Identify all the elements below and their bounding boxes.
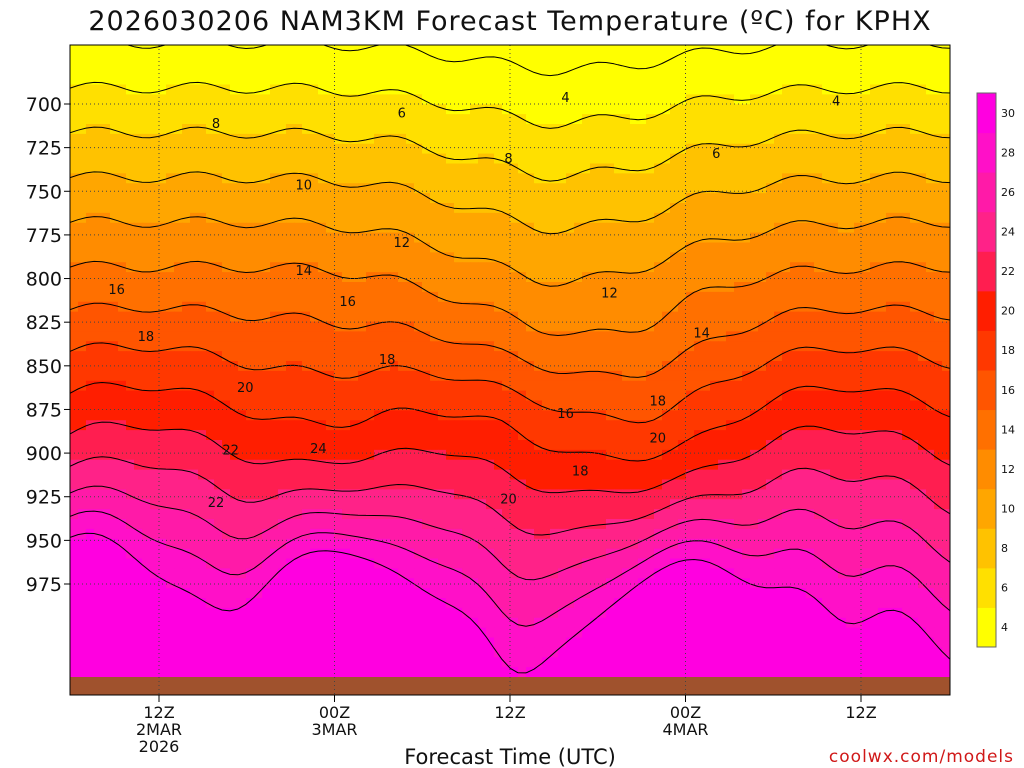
colorbar-swatch <box>977 409 996 450</box>
x-tick-label: 12Z <box>143 703 174 722</box>
x-tick-label: 3MAR <box>311 720 357 739</box>
contour-label: 12 <box>394 236 411 251</box>
colorbar-swatch <box>977 251 996 292</box>
y-tick-label: 800 <box>26 269 62 291</box>
temperature-bands <box>70 45 950 678</box>
colorbar-tick-label: 10 <box>1001 503 1015 516</box>
contour-label: 20 <box>649 431 666 446</box>
contour-label: 4 <box>832 95 840 110</box>
colorbar-tick-label: 14 <box>1001 423 1015 436</box>
contour-line <box>70 421 950 494</box>
contour-lines <box>70 45 950 674</box>
contour-label: 10 <box>296 178 313 193</box>
contour-label: 8 <box>504 152 512 167</box>
contour-label: 16 <box>108 283 125 298</box>
contour-line <box>70 260 950 336</box>
contour-line <box>70 81 950 129</box>
contour-labels: 4 4 6 6 8 8 10 12 12 14 14 16 16 16 18 18 18 18 20 20 20 22 22… <box>108 91 840 511</box>
x-tick-label: 00Z <box>319 703 350 722</box>
contour-line <box>70 382 950 462</box>
contour-label: 20 <box>500 492 517 507</box>
contour-line <box>70 485 950 581</box>
colorbar-swatch <box>977 488 996 529</box>
contour-label: 8 <box>212 117 220 132</box>
contour-label: 18 <box>138 330 155 345</box>
colorbar-tick-label: 8 <box>1001 542 1008 555</box>
x-axis-label: Forecast Time (UTC) <box>404 745 616 768</box>
colorbar-tick-label: 16 <box>1001 384 1015 397</box>
plot-area <box>70 45 950 695</box>
contour-line <box>70 456 950 536</box>
contour-label: 18 <box>572 465 589 480</box>
credit-text: coolwx.com/models <box>829 747 1014 767</box>
y-tick-label: 900 <box>26 443 62 465</box>
y-tick-label: 850 <box>26 356 62 378</box>
colorbar: 4 6 8 10 12 14 16 18 20 22 24 26 28 30 <box>976 92 1015 648</box>
colorbar-swatch <box>977 290 996 331</box>
contour-label: 22 <box>222 444 239 459</box>
colorbar-tick-label: 18 <box>1001 344 1015 357</box>
colorbar-swatch <box>977 370 996 411</box>
colorbar-swatch <box>977 449 996 490</box>
contour-label: 14 <box>296 264 313 279</box>
contour-label: 16 <box>339 295 356 310</box>
contour-line <box>70 216 950 287</box>
y-tick-label: 925 <box>26 487 62 509</box>
contour-label: 4 <box>561 91 569 106</box>
y-tick-label: 825 <box>26 312 62 334</box>
grid-lines <box>70 45 950 695</box>
colorbar-swatch <box>977 172 996 213</box>
y-axis: 700 725 750 775 800 825 850 875 900 925 950 975 <box>26 94 70 596</box>
colorbar-swatch <box>977 528 996 569</box>
colorbar-tick-label: 12 <box>1001 463 1015 476</box>
chart-title: 2026030206 NAM3KM Forecast Temperature (… <box>88 6 931 37</box>
colorbar-tick-label: 6 <box>1001 582 1008 595</box>
contour-line <box>70 171 950 235</box>
contour-line <box>70 510 950 627</box>
x-tick-label: 12Z <box>494 703 525 722</box>
contour-label: 18 <box>379 353 396 368</box>
y-tick-label: 750 <box>26 181 62 203</box>
colorbar-tick-label: 22 <box>1001 265 1015 278</box>
colorbar-tick-label: 24 <box>1001 226 1015 239</box>
y-tick-label: 875 <box>26 399 62 421</box>
colorbar-swatch <box>977 93 996 134</box>
x-tick-label: 2MAR <box>136 720 182 739</box>
contour-line <box>70 342 950 424</box>
contour-line <box>127 45 950 77</box>
y-tick-label: 725 <box>26 138 62 160</box>
colorbar-tick-label: 30 <box>1001 107 1015 120</box>
colorbar-swatch <box>977 607 996 648</box>
x-tick-label: 2026 <box>139 737 180 756</box>
contour-label: 24 <box>310 442 327 457</box>
colorbar-frame <box>976 92 997 648</box>
colorbar-tick-label: 26 <box>1001 186 1015 199</box>
contour-line <box>70 532 950 674</box>
x-tick-label: 4MAR <box>662 720 708 739</box>
y-tick-label: 700 <box>26 94 62 116</box>
contour-label: 14 <box>693 327 710 342</box>
colorbar-tick-label: 4 <box>1001 621 1008 634</box>
y-tick-label: 950 <box>26 530 62 552</box>
contour-label: 12 <box>601 287 618 302</box>
contour-label: 6 <box>398 107 406 122</box>
contour-label: 18 <box>649 395 666 410</box>
contour-line <box>70 126 950 182</box>
contour-label: 22 <box>208 496 225 511</box>
x-tick-label: 00Z <box>670 703 701 722</box>
contour-label: 6 <box>712 147 720 162</box>
contour-label: 20 <box>237 381 254 396</box>
colorbar-swatch <box>977 132 996 173</box>
colorbar-tick-label: 20 <box>1001 305 1015 318</box>
colorbar-swatch <box>977 330 996 371</box>
x-tick-label: 12Z <box>845 703 876 722</box>
contour-label: 16 <box>557 407 574 422</box>
colorbar-tick-label: 28 <box>1001 146 1015 159</box>
y-tick-label: 975 <box>26 574 62 596</box>
colorbar-swatch <box>977 567 996 608</box>
colorbar-swatch <box>977 211 996 252</box>
y-tick-label: 775 <box>26 225 62 247</box>
